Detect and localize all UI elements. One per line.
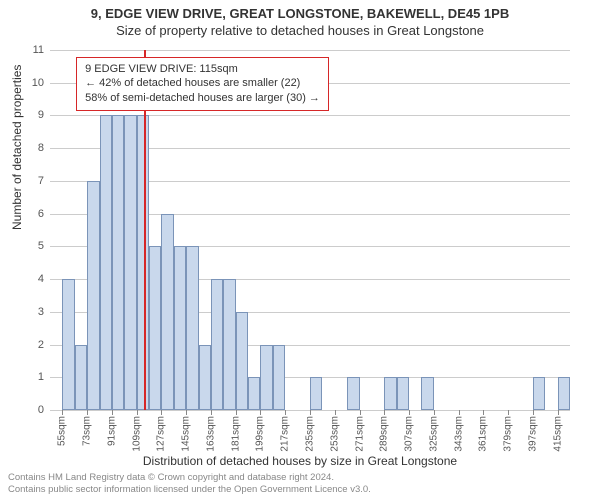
histogram-bar xyxy=(75,345,87,410)
x-tick-label: 73sqm xyxy=(82,416,93,446)
histogram-bar xyxy=(211,279,223,410)
x-tick xyxy=(384,410,385,415)
x-tick xyxy=(87,410,88,415)
histogram-bar xyxy=(260,345,272,410)
x-tick xyxy=(508,410,509,415)
x-tick xyxy=(137,410,138,415)
footer-line-2: Contains public sector information licen… xyxy=(8,484,371,496)
x-tick-label: 55sqm xyxy=(57,416,68,446)
x-tick-label: 325sqm xyxy=(428,416,439,452)
grid-line xyxy=(50,50,570,51)
histogram-bar xyxy=(347,377,359,410)
histogram-bar xyxy=(186,246,198,410)
x-tick xyxy=(285,410,286,415)
histogram-bar xyxy=(236,312,248,410)
x-tick-label: 91sqm xyxy=(106,416,117,446)
annotation-line: ← 42% of detached houses are smaller (22… xyxy=(85,76,320,91)
annotation-line: 58% of semi-detached houses are larger (… xyxy=(85,91,320,106)
chart-container: 9, EDGE VIEW DRIVE, GREAT LONGSTONE, BAK… xyxy=(0,0,600,500)
x-tick xyxy=(62,410,63,415)
x-tick-label: 361sqm xyxy=(478,416,489,452)
histogram-bar xyxy=(199,345,211,410)
x-tick-label: 289sqm xyxy=(379,416,390,452)
x-tick-label: 415sqm xyxy=(552,416,563,452)
histogram-bar xyxy=(161,214,173,410)
x-tick-label: 253sqm xyxy=(329,416,340,452)
x-tick-label: 163sqm xyxy=(205,416,216,452)
histogram-bar xyxy=(273,345,285,410)
y-tick-label: 10 xyxy=(32,77,44,89)
x-tick xyxy=(335,410,336,415)
y-tick-label: 1 xyxy=(38,371,44,383)
x-tick xyxy=(211,410,212,415)
y-tick-label: 5 xyxy=(38,240,44,252)
x-tick-label: 235sqm xyxy=(305,416,316,452)
histogram-bar xyxy=(137,115,149,410)
y-tick-label: 9 xyxy=(38,109,44,121)
x-tick xyxy=(558,410,559,415)
histogram-bar xyxy=(223,279,235,410)
footer-attribution: Contains HM Land Registry data © Crown c… xyxy=(8,472,371,496)
plot-area: 0123456789101155sqm73sqm91sqm109sqm127sq… xyxy=(50,50,570,410)
y-tick-label: 0 xyxy=(38,404,44,416)
histogram-bar xyxy=(112,115,124,410)
histogram-bar xyxy=(100,115,112,410)
x-tick-label: 343sqm xyxy=(453,416,464,452)
histogram-bar xyxy=(421,377,433,410)
x-tick-label: 199sqm xyxy=(255,416,266,452)
footer-line-1: Contains HM Land Registry data © Crown c… xyxy=(8,472,371,484)
x-tick xyxy=(161,410,162,415)
x-tick-label: 127sqm xyxy=(156,416,167,452)
x-tick-label: 109sqm xyxy=(131,416,142,452)
histogram-bar xyxy=(87,181,99,410)
x-tick-label: 217sqm xyxy=(280,416,291,452)
x-tick xyxy=(236,410,237,415)
title-block: 9, EDGE VIEW DRIVE, GREAT LONGSTONE, BAK… xyxy=(0,0,600,38)
x-tick xyxy=(112,410,113,415)
x-tick xyxy=(186,410,187,415)
x-tick-label: 271sqm xyxy=(354,416,365,452)
y-tick-label: 4 xyxy=(38,273,44,285)
x-tick xyxy=(459,410,460,415)
x-tick xyxy=(434,410,435,415)
y-tick-label: 6 xyxy=(38,208,44,220)
y-tick-label: 8 xyxy=(38,142,44,154)
chart-subtitle: Size of property relative to detached ho… xyxy=(0,23,600,38)
histogram-bar xyxy=(124,115,136,410)
chart-title: 9, EDGE VIEW DRIVE, GREAT LONGSTONE, BAK… xyxy=(0,6,600,21)
x-tick-label: 181sqm xyxy=(230,416,241,452)
x-tick xyxy=(360,410,361,415)
annotation-box: 9 EDGE VIEW DRIVE: 115sqm← 42% of detach… xyxy=(76,57,329,112)
x-tick xyxy=(533,410,534,415)
histogram-bar xyxy=(62,279,74,410)
y-tick-label: 3 xyxy=(38,306,44,318)
x-tick xyxy=(409,410,410,415)
x-tick-label: 397sqm xyxy=(527,416,538,452)
x-tick-label: 145sqm xyxy=(181,416,192,452)
histogram-bar xyxy=(397,377,409,410)
histogram-bar xyxy=(310,377,322,410)
x-tick-label: 379sqm xyxy=(503,416,514,452)
histogram-bar xyxy=(149,246,161,410)
x-tick-label: 307sqm xyxy=(404,416,415,452)
y-axis-label: Number of detached properties xyxy=(10,65,24,230)
annotation-line: 9 EDGE VIEW DRIVE: 115sqm xyxy=(85,62,320,77)
histogram-bar xyxy=(384,377,396,410)
histogram-bar xyxy=(558,377,570,410)
histogram-bar xyxy=(533,377,545,410)
histogram-bar xyxy=(174,246,186,410)
y-tick-label: 11 xyxy=(33,44,44,56)
y-tick-label: 2 xyxy=(38,339,44,351)
x-axis-label: Distribution of detached houses by size … xyxy=(0,454,600,468)
histogram-bar xyxy=(248,377,260,410)
x-tick xyxy=(310,410,311,415)
x-tick xyxy=(260,410,261,415)
x-tick xyxy=(483,410,484,415)
y-tick-label: 7 xyxy=(38,175,44,187)
